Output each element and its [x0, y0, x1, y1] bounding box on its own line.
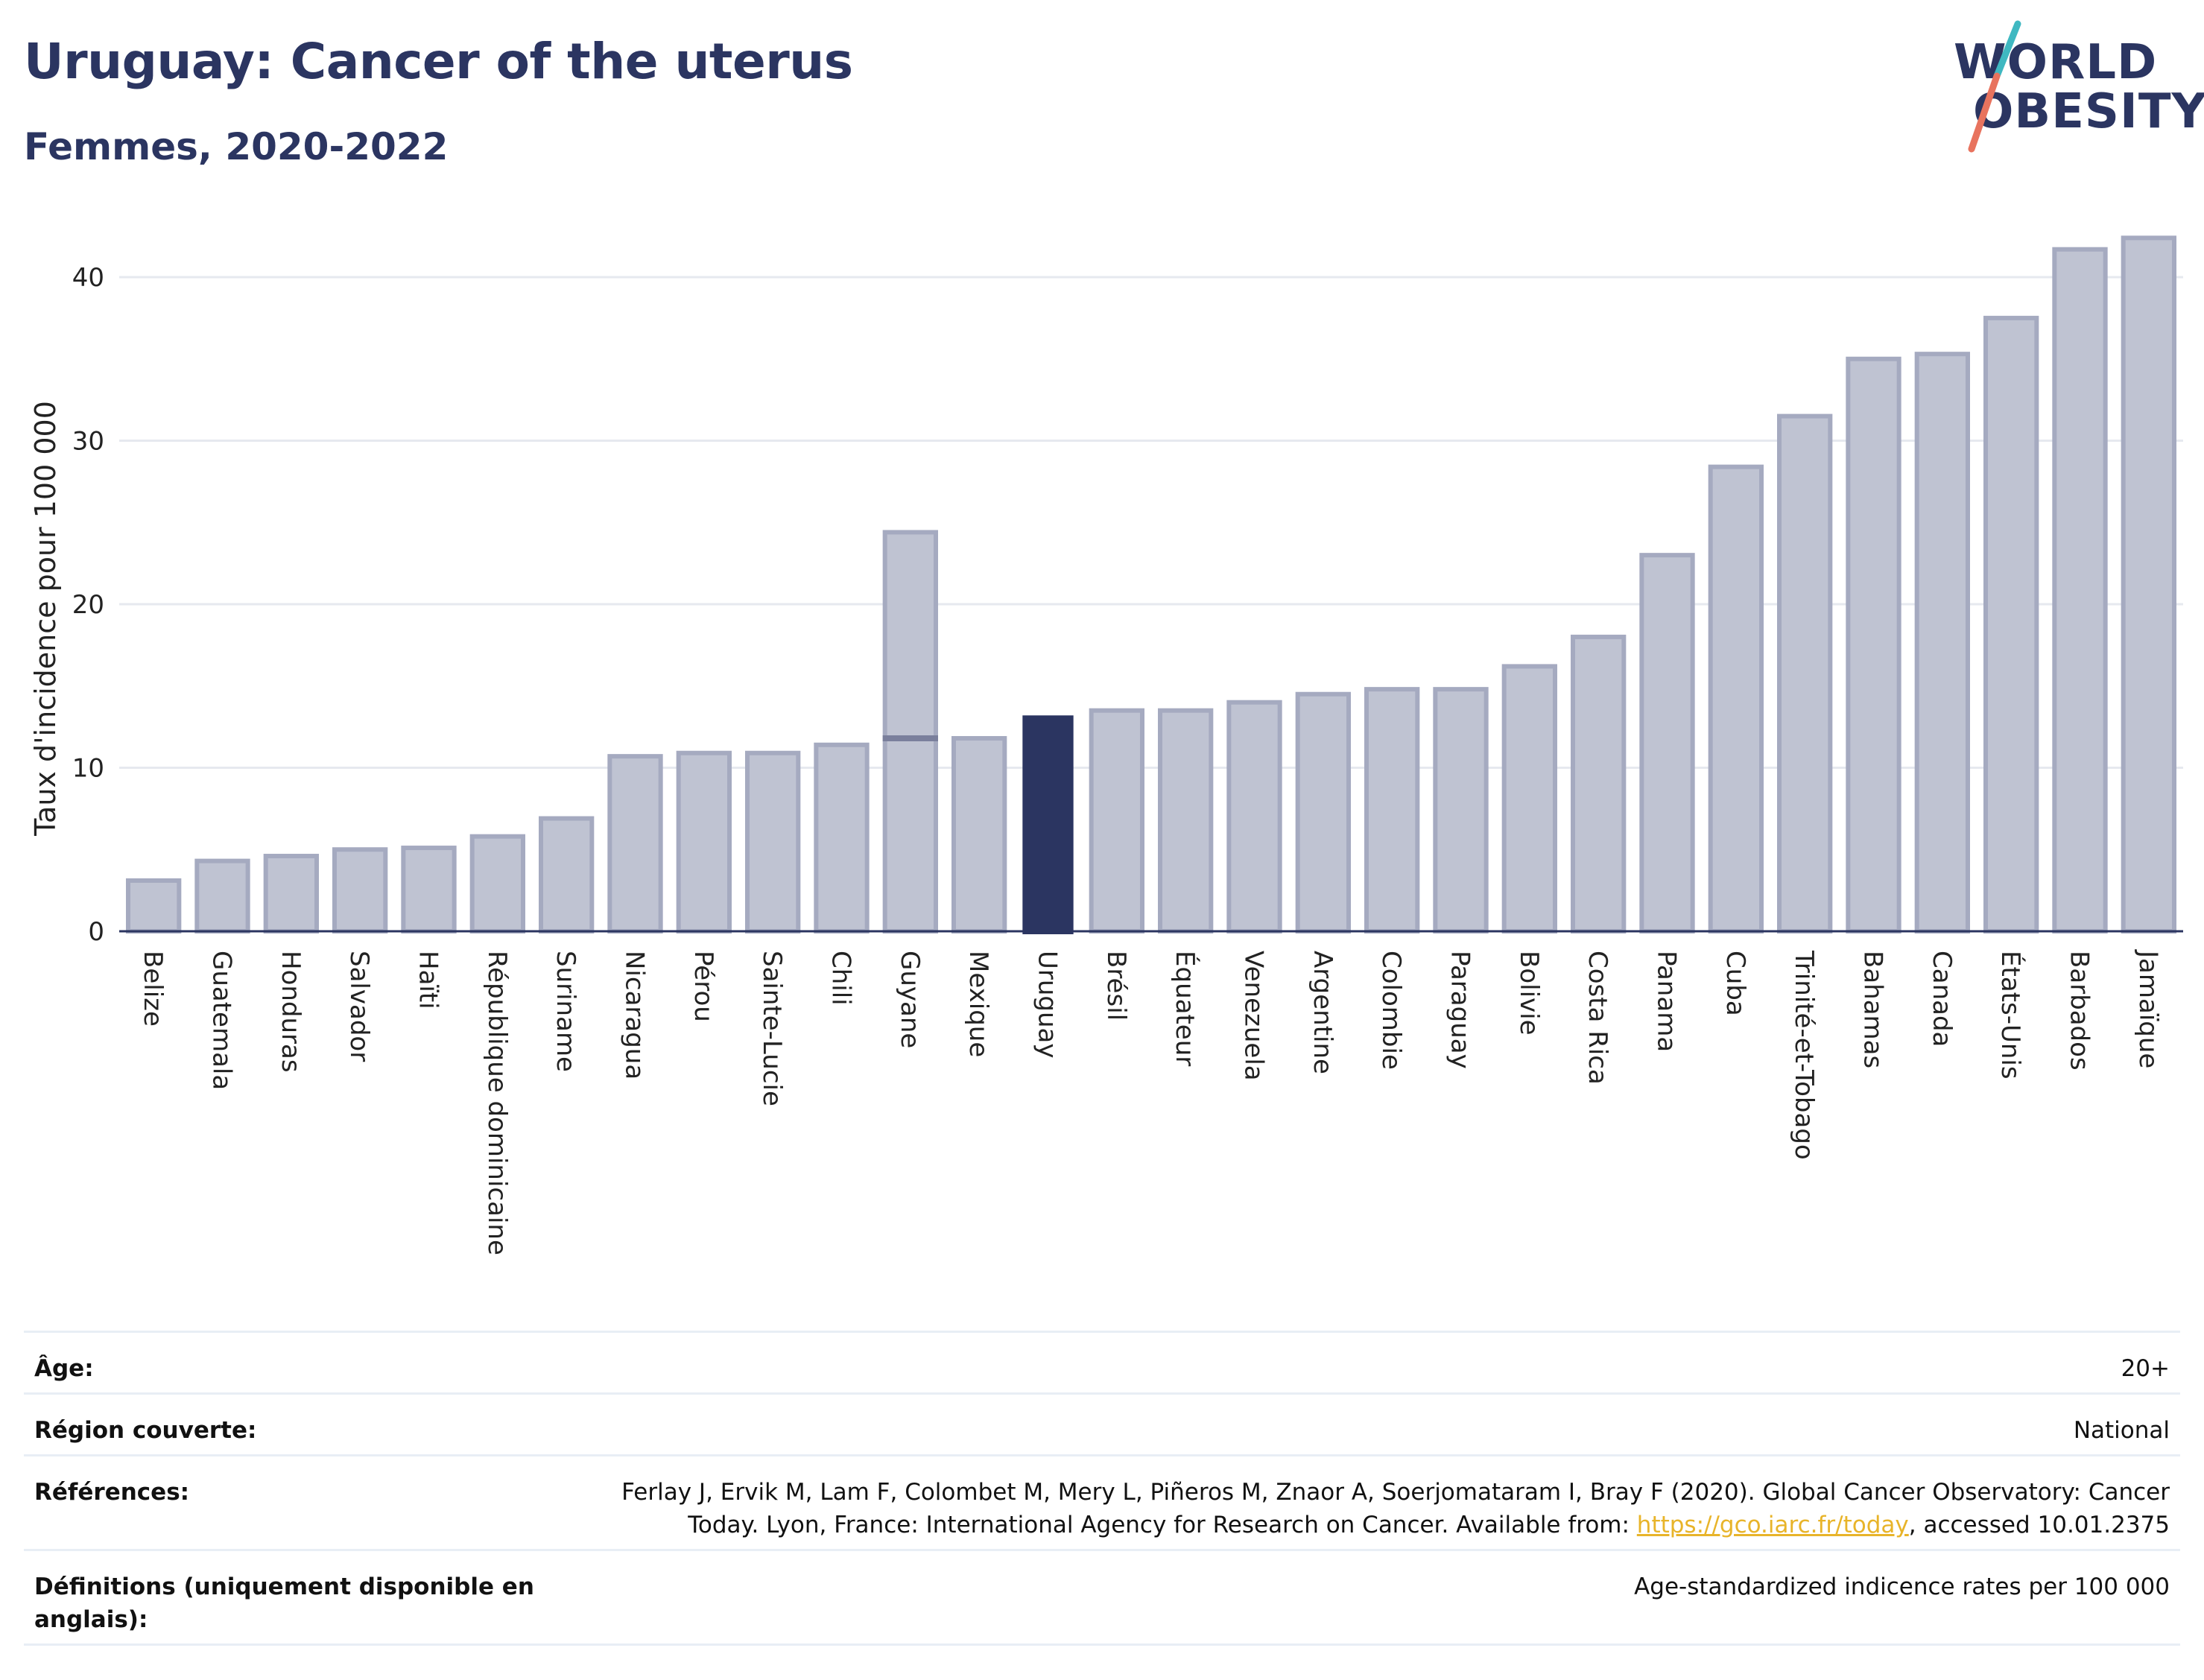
y-tick-label: 30: [72, 427, 104, 457]
x-tick-label: Uruguay: [1033, 951, 1063, 1059]
y-axis-label: Taux d'incidence pour 100 000: [29, 401, 62, 837]
x-tick-label: Pérou: [688, 951, 718, 1022]
bar-Haïti: [401, 846, 457, 933]
x-tick-label: Belize: [138, 951, 168, 1027]
world-obesity-logo: WORLD OBESITY: [1937, 16, 2204, 165]
bar-Barbados: [2052, 247, 2108, 933]
age-label: Âge:: [34, 1355, 94, 1382]
bar-Mexique: [951, 735, 1007, 933]
references-line-2: Today. Lyon, France: International Agenc…: [621, 1509, 2170, 1541]
x-tick-label: Équateur: [1170, 951, 1200, 1066]
bar-Cuba: [1708, 464, 1764, 933]
chart-subtitle: Femmes, 2020-2022: [24, 125, 449, 168]
bar-Colombie: [1364, 687, 1420, 933]
y-tick-label: 40: [72, 263, 104, 293]
x-tick-label: Mexique: [963, 951, 993, 1057]
bar-Uruguay: [1022, 715, 1074, 934]
footer-row-references: Références: Ferlay J, Ervik M, Lam F, Co…: [24, 1454, 2180, 1549]
x-tick-label: Sainte-Lucie: [757, 951, 787, 1106]
y-tick-label: 20: [72, 590, 104, 620]
y-tick-label: 0: [88, 917, 104, 947]
logo-text-world: WORLD: [1954, 35, 2158, 90]
region-label: Région couverte:: [34, 1417, 257, 1444]
x-tick-label: Cuba: [1720, 951, 1750, 1016]
bar-Bahamas: [1846, 356, 1901, 933]
x-tick-label: Paraguay: [1445, 951, 1475, 1069]
x-tick-label: États-Unis: [1995, 951, 2026, 1080]
references-line-1: Ferlay J, Ervik M, Lam F, Colombet M, Me…: [621, 1479, 2170, 1506]
bar-Venezuela: [1226, 700, 1282, 933]
x-tick-label: Barbados: [2065, 951, 2094, 1071]
y-tick-label: 10: [72, 754, 104, 784]
x-tick-label: Suriname: [551, 951, 580, 1072]
x-tick-label: Jamaïque: [2133, 949, 2163, 1068]
references-value: Ferlay J, Ervik M, Lam F, Colombet M, Me…: [621, 1456, 2180, 1541]
logo-text-obesity: OBESITY: [1973, 84, 2204, 139]
bar-République dominicaine: [469, 834, 525, 933]
x-tick-label: Nicaragua: [620, 951, 650, 1080]
bar-Équateur: [1158, 708, 1214, 933]
x-tick-label: Colombie: [1376, 951, 1406, 1070]
bar-Honduras: [263, 854, 319, 934]
bar-Canada: [1914, 352, 1970, 934]
bar-Chili: [814, 742, 870, 934]
bar-Brésil: [1089, 708, 1144, 933]
bar-Salvador: [332, 847, 388, 933]
bar-Sainte-Lucie: [745, 750, 801, 933]
bar-Trinité-et-Tobago: [1777, 413, 1833, 933]
bar-Costa Rica: [1571, 634, 1627, 934]
bar-Suriname: [539, 816, 595, 933]
bar-Belize: [126, 878, 182, 934]
bar-Argentine: [1295, 691, 1351, 933]
x-tick-label: Panama: [1652, 951, 1682, 1052]
footer-row-region: Région couverte: National: [24, 1392, 2180, 1454]
references-label: Références:: [34, 1479, 190, 1506]
bar-Panama: [1639, 553, 1695, 933]
bar-Jamaïque: [2121, 235, 2176, 933]
chart-title: Uruguay: Cancer of the uterus: [24, 33, 853, 90]
x-tick-label: Honduras: [276, 951, 305, 1073]
x-tick-label: Chili: [826, 951, 856, 1006]
x-tick-label: Haïti: [414, 951, 443, 1009]
x-tick-label: Trinité-et-Tobago: [1789, 950, 1819, 1160]
age-value: 20+: [2121, 1355, 2170, 1382]
bar-Pérou: [676, 750, 732, 933]
bar-Guyane: [882, 530, 938, 934]
x-tick-label: République dominicaine: [482, 951, 512, 1255]
references-line-2-pre: Today. Lyon, France: International Agenc…: [688, 1512, 1637, 1538]
x-tick-label: Bahamas: [1858, 951, 1888, 1068]
x-tick-label: Salvador: [344, 951, 374, 1062]
footer-row-definitions: Définitions (uniquement disponible en an…: [24, 1549, 2180, 1646]
x-tick-label: Canada: [1927, 951, 1957, 1047]
bar-chart: 0 10 20 30 40 Taux d'incidence pour 100 000 Be…: [29, 235, 2183, 1255]
metadata-table: Âge: 20+ Région couverte: National Référ…: [24, 1331, 2180, 1646]
references-line-2-post: , accessed 10.01.2375: [1908, 1512, 2170, 1538]
references-link[interactable]: https://gco.iarc.fr/today: [1636, 1512, 1909, 1538]
x-tick-label: Argentine: [1308, 951, 1337, 1074]
bar-Paraguay: [1433, 687, 1489, 933]
definitions-value: Age-standardized indicence rates per 100…: [1634, 1573, 2170, 1600]
definitions-label: Définitions (uniquement disponible en an…: [34, 1573, 534, 1633]
bar-États-Unis: [1983, 315, 2039, 933]
bar-Nicaragua: [607, 754, 663, 934]
x-tick-label: Venezuela: [1239, 951, 1269, 1081]
footer-row-age: Âge: 20+: [24, 1331, 2180, 1392]
bar-Guatemala: [194, 858, 250, 933]
x-tick-label: Brésil: [1101, 951, 1131, 1021]
bar-Bolivie: [1501, 664, 1557, 933]
x-tick-label: Guatemala: [207, 951, 237, 1090]
x-tick-label: Costa Rica: [1583, 951, 1612, 1085]
x-tick-label: Bolivie: [1514, 951, 1544, 1036]
region-value: National: [2073, 1417, 2170, 1444]
x-tick-label: Guyane: [895, 951, 925, 1048]
